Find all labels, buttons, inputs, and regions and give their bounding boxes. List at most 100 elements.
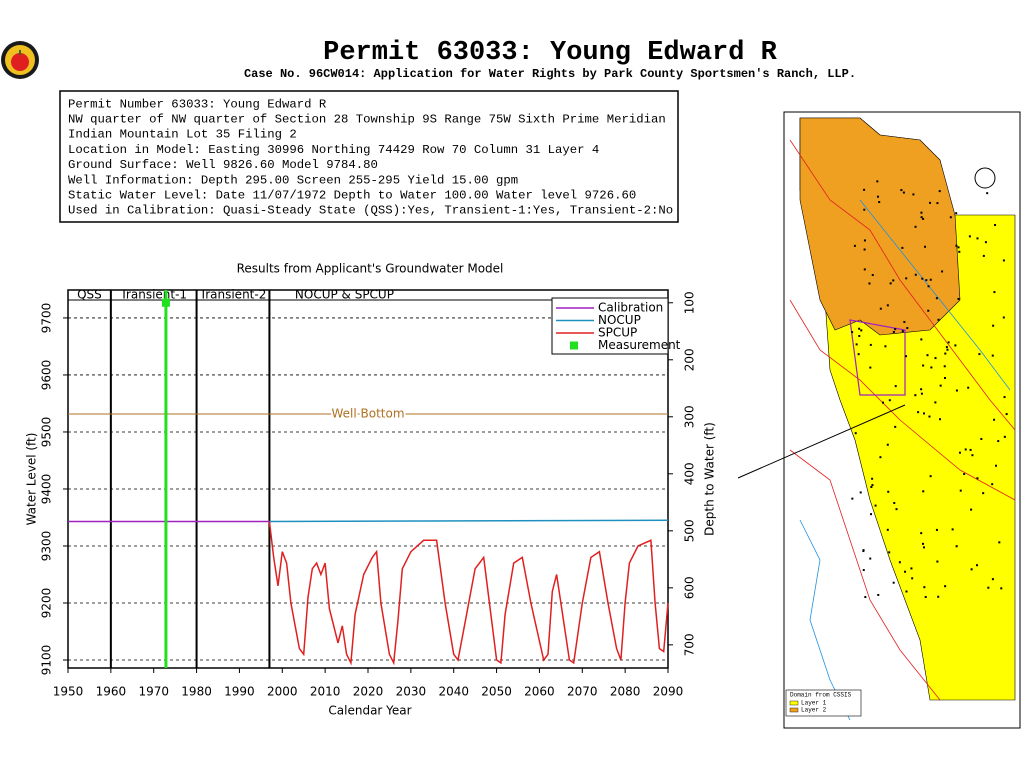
map-well xyxy=(870,513,873,516)
map-legend-swatch xyxy=(789,700,799,706)
map-well xyxy=(937,595,940,598)
x-tick-label: 2030 xyxy=(396,685,427,699)
x-tick-label: 2090 xyxy=(653,685,684,699)
map-well xyxy=(941,270,944,273)
x-axis-title: Calendar Year xyxy=(328,704,411,718)
map-well xyxy=(925,279,928,282)
map-well xyxy=(955,545,958,548)
map-well xyxy=(1005,413,1008,416)
x-tick-label: 2000 xyxy=(267,685,298,699)
legend-label: NOCUP xyxy=(598,313,641,327)
map-well xyxy=(929,475,932,478)
map-well xyxy=(957,246,960,249)
map-well xyxy=(935,528,938,531)
y-tick-label: 9300 xyxy=(40,531,54,562)
map-well xyxy=(888,399,891,402)
map-well xyxy=(862,550,865,553)
map-well xyxy=(869,557,872,560)
map-well xyxy=(851,497,854,500)
y-axis-title: Water Level (ft) xyxy=(25,433,39,526)
info-lines: Permit Number 63033: Young Edward RNW qu… xyxy=(68,97,673,217)
map-well xyxy=(903,320,906,323)
x-tick-label: 2040 xyxy=(438,685,469,699)
period-label: Transient-1 xyxy=(119,288,187,302)
info-line: Ground Surface: Well 9826.60 Model 9784.… xyxy=(68,158,378,172)
map-well xyxy=(993,291,996,294)
map-legend-label: Layer 2 xyxy=(801,707,827,714)
map-well xyxy=(958,451,961,454)
map-well xyxy=(937,318,940,321)
map-well xyxy=(1000,587,1003,590)
map-well xyxy=(892,330,895,333)
map-well xyxy=(857,353,860,356)
map-well xyxy=(886,304,889,307)
info-line: Permit Number 63033: Young Edward R xyxy=(68,97,327,111)
y-tick-label: 9600 xyxy=(40,360,54,391)
map-well xyxy=(922,364,925,367)
y2-tick-label: 300 xyxy=(683,405,697,428)
map-well xyxy=(886,443,889,446)
map-well xyxy=(894,425,897,428)
map-well xyxy=(1003,435,1006,438)
x-tick-label: 1980 xyxy=(181,685,212,699)
map-well xyxy=(920,392,923,395)
map-well xyxy=(901,330,904,333)
map-well xyxy=(905,590,908,593)
map-well xyxy=(958,250,961,253)
y2-tick-label: 500 xyxy=(683,519,697,542)
info-line: Used in Calibration: Quasi-Steady State … xyxy=(68,204,673,218)
map-well xyxy=(868,282,871,285)
map-well xyxy=(964,448,967,451)
map-well xyxy=(982,492,985,495)
period-label: Transient-2 xyxy=(199,288,267,302)
map-well xyxy=(947,341,950,344)
map-well xyxy=(923,586,926,589)
map-well xyxy=(914,273,917,276)
y2-tick-label: 100 xyxy=(683,291,697,314)
map-well xyxy=(920,388,923,391)
map-well xyxy=(975,564,978,567)
info-box xyxy=(59,90,679,223)
map-well xyxy=(860,329,863,332)
map-well xyxy=(863,208,866,211)
info-line: Well Information: Depth 295.00 Screen 25… xyxy=(68,173,518,187)
y2-tick-label: 700 xyxy=(683,633,697,656)
map-well xyxy=(920,211,923,214)
map-well xyxy=(859,491,862,494)
map-well xyxy=(871,274,874,277)
map-well xyxy=(939,418,942,421)
map-well xyxy=(887,490,890,493)
map-well xyxy=(858,327,861,330)
map-well xyxy=(955,389,958,392)
map-well xyxy=(904,570,907,573)
info-line: Location in Model: Easting 30996 Northin… xyxy=(68,143,599,157)
map-well xyxy=(888,551,891,554)
page-title: Permit 63033: Young Edward R xyxy=(323,38,777,68)
map-well xyxy=(894,328,897,331)
map-well xyxy=(944,352,947,355)
x-tick-label: 2020 xyxy=(353,685,384,699)
map-well xyxy=(938,190,941,193)
map-well xyxy=(895,508,898,511)
map-legend-swatch xyxy=(789,707,799,713)
map-well xyxy=(876,180,879,183)
y2-tick-label: 600 xyxy=(683,576,697,599)
measurement-marker xyxy=(161,298,170,307)
map-well xyxy=(870,485,873,488)
map-well xyxy=(945,346,948,349)
map-well xyxy=(970,508,973,511)
map-well xyxy=(863,188,866,191)
map-well xyxy=(976,477,979,480)
map-well xyxy=(1003,396,1006,399)
map-well xyxy=(894,385,897,388)
map-well xyxy=(959,489,962,492)
x-tick-label: 1990 xyxy=(224,685,255,699)
map-well xyxy=(862,569,865,572)
map-well xyxy=(911,577,914,580)
map-well xyxy=(920,216,923,219)
map-well xyxy=(926,354,929,357)
series-line xyxy=(269,519,669,523)
map-well xyxy=(871,477,874,480)
map-well xyxy=(922,490,925,493)
